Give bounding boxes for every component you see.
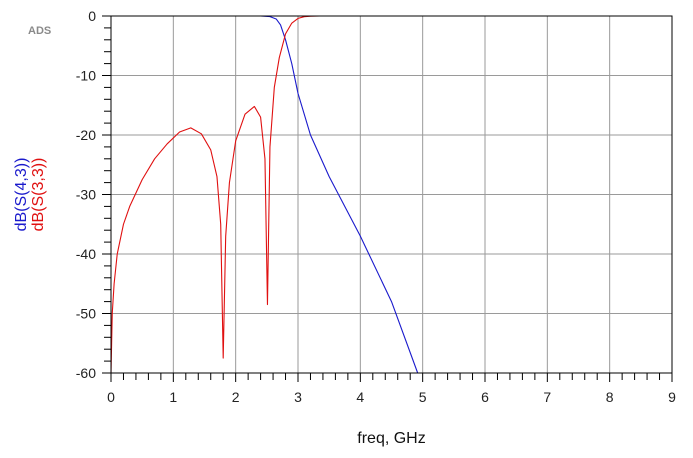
x-tick-label: 0 xyxy=(107,389,115,405)
x-tick-label: 3 xyxy=(294,389,302,405)
plot-frame xyxy=(110,15,673,374)
y-tick-label: -20 xyxy=(76,127,96,143)
grid xyxy=(111,16,672,373)
x-tick-label: 9 xyxy=(668,389,676,405)
y-tick-label: -60 xyxy=(76,365,96,381)
ads-badge: ADS xyxy=(28,25,51,37)
x-tick-label: 5 xyxy=(419,389,427,405)
x-tick-label: 1 xyxy=(169,389,177,405)
x-tick-label: 2 xyxy=(232,389,240,405)
x-tick-label: 7 xyxy=(543,389,551,405)
minor-ticks xyxy=(102,15,673,382)
x-tick-label: 8 xyxy=(606,389,614,405)
y-tick-label: -10 xyxy=(76,68,96,84)
x-axis-label: freq, GHz xyxy=(357,430,425,447)
y-axis-labels: dB(S(4,3)) dB(S(3,3)) xyxy=(13,158,47,232)
x-tick-label: 4 xyxy=(356,389,364,405)
series-line-db-s-3-3 xyxy=(110,15,672,374)
tick-labels: 0 1 2 3 4 5 6 7 8 9 0 -10 -20 -30 -40 -50 -60 xyxy=(76,8,676,405)
x-tick-label: 6 xyxy=(481,389,489,405)
y-tick-label: -40 xyxy=(76,246,96,262)
y-tick-label: -30 xyxy=(76,187,96,203)
y-tick-label: -50 xyxy=(76,306,96,322)
y-axis-label: dB(S(4,3)) xyxy=(13,158,30,232)
y-tick-label: 0 xyxy=(88,8,96,24)
y-axis-label: dB(S(3,3)) xyxy=(30,158,47,232)
